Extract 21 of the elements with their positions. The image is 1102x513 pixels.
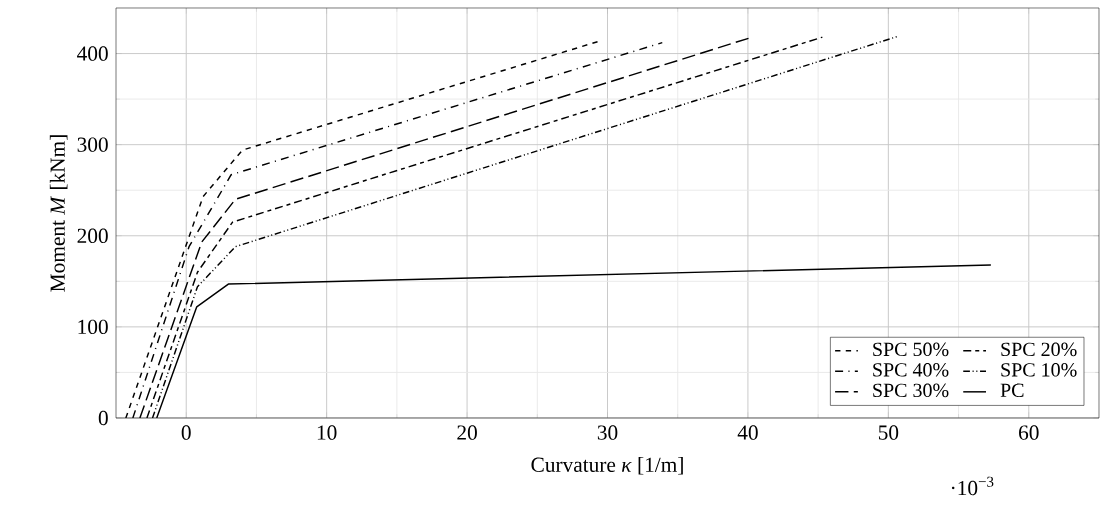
x-tick-label: 40	[737, 425, 758, 440]
x-tick-label: 60	[1019, 425, 1039, 440]
legend-label: SPC 50%	[873, 342, 949, 357]
y-tick-label: 200	[77, 228, 108, 243]
x-axis-title: Curvature κ [1/m]	[531, 456, 683, 475]
legend-label: SPC 40%	[873, 363, 949, 377]
y-axis-title: Moment M [kNm]	[49, 135, 68, 292]
y-tick-label: 100	[78, 319, 108, 335]
x-tick-label: 30	[597, 425, 618, 440]
x-tick-label: 20	[457, 425, 477, 440]
y-tick-label: 0	[98, 410, 108, 426]
y-tick-label: 400	[77, 46, 108, 61]
x-tick-label: 0	[181, 425, 191, 440]
text: ·10$^{−3}$	[951, 476, 994, 496]
legend-label: PC	[1000, 383, 1024, 398]
x-tick-label: 50	[878, 425, 899, 440]
x-tick-label: 10	[317, 425, 337, 440]
y-tick-label: 300	[77, 137, 108, 152]
legend-label: SPC 10%	[1001, 363, 1077, 377]
legend-label: SPC 20%	[1001, 342, 1077, 357]
legend-label: SPC 30%	[873, 383, 949, 398]
